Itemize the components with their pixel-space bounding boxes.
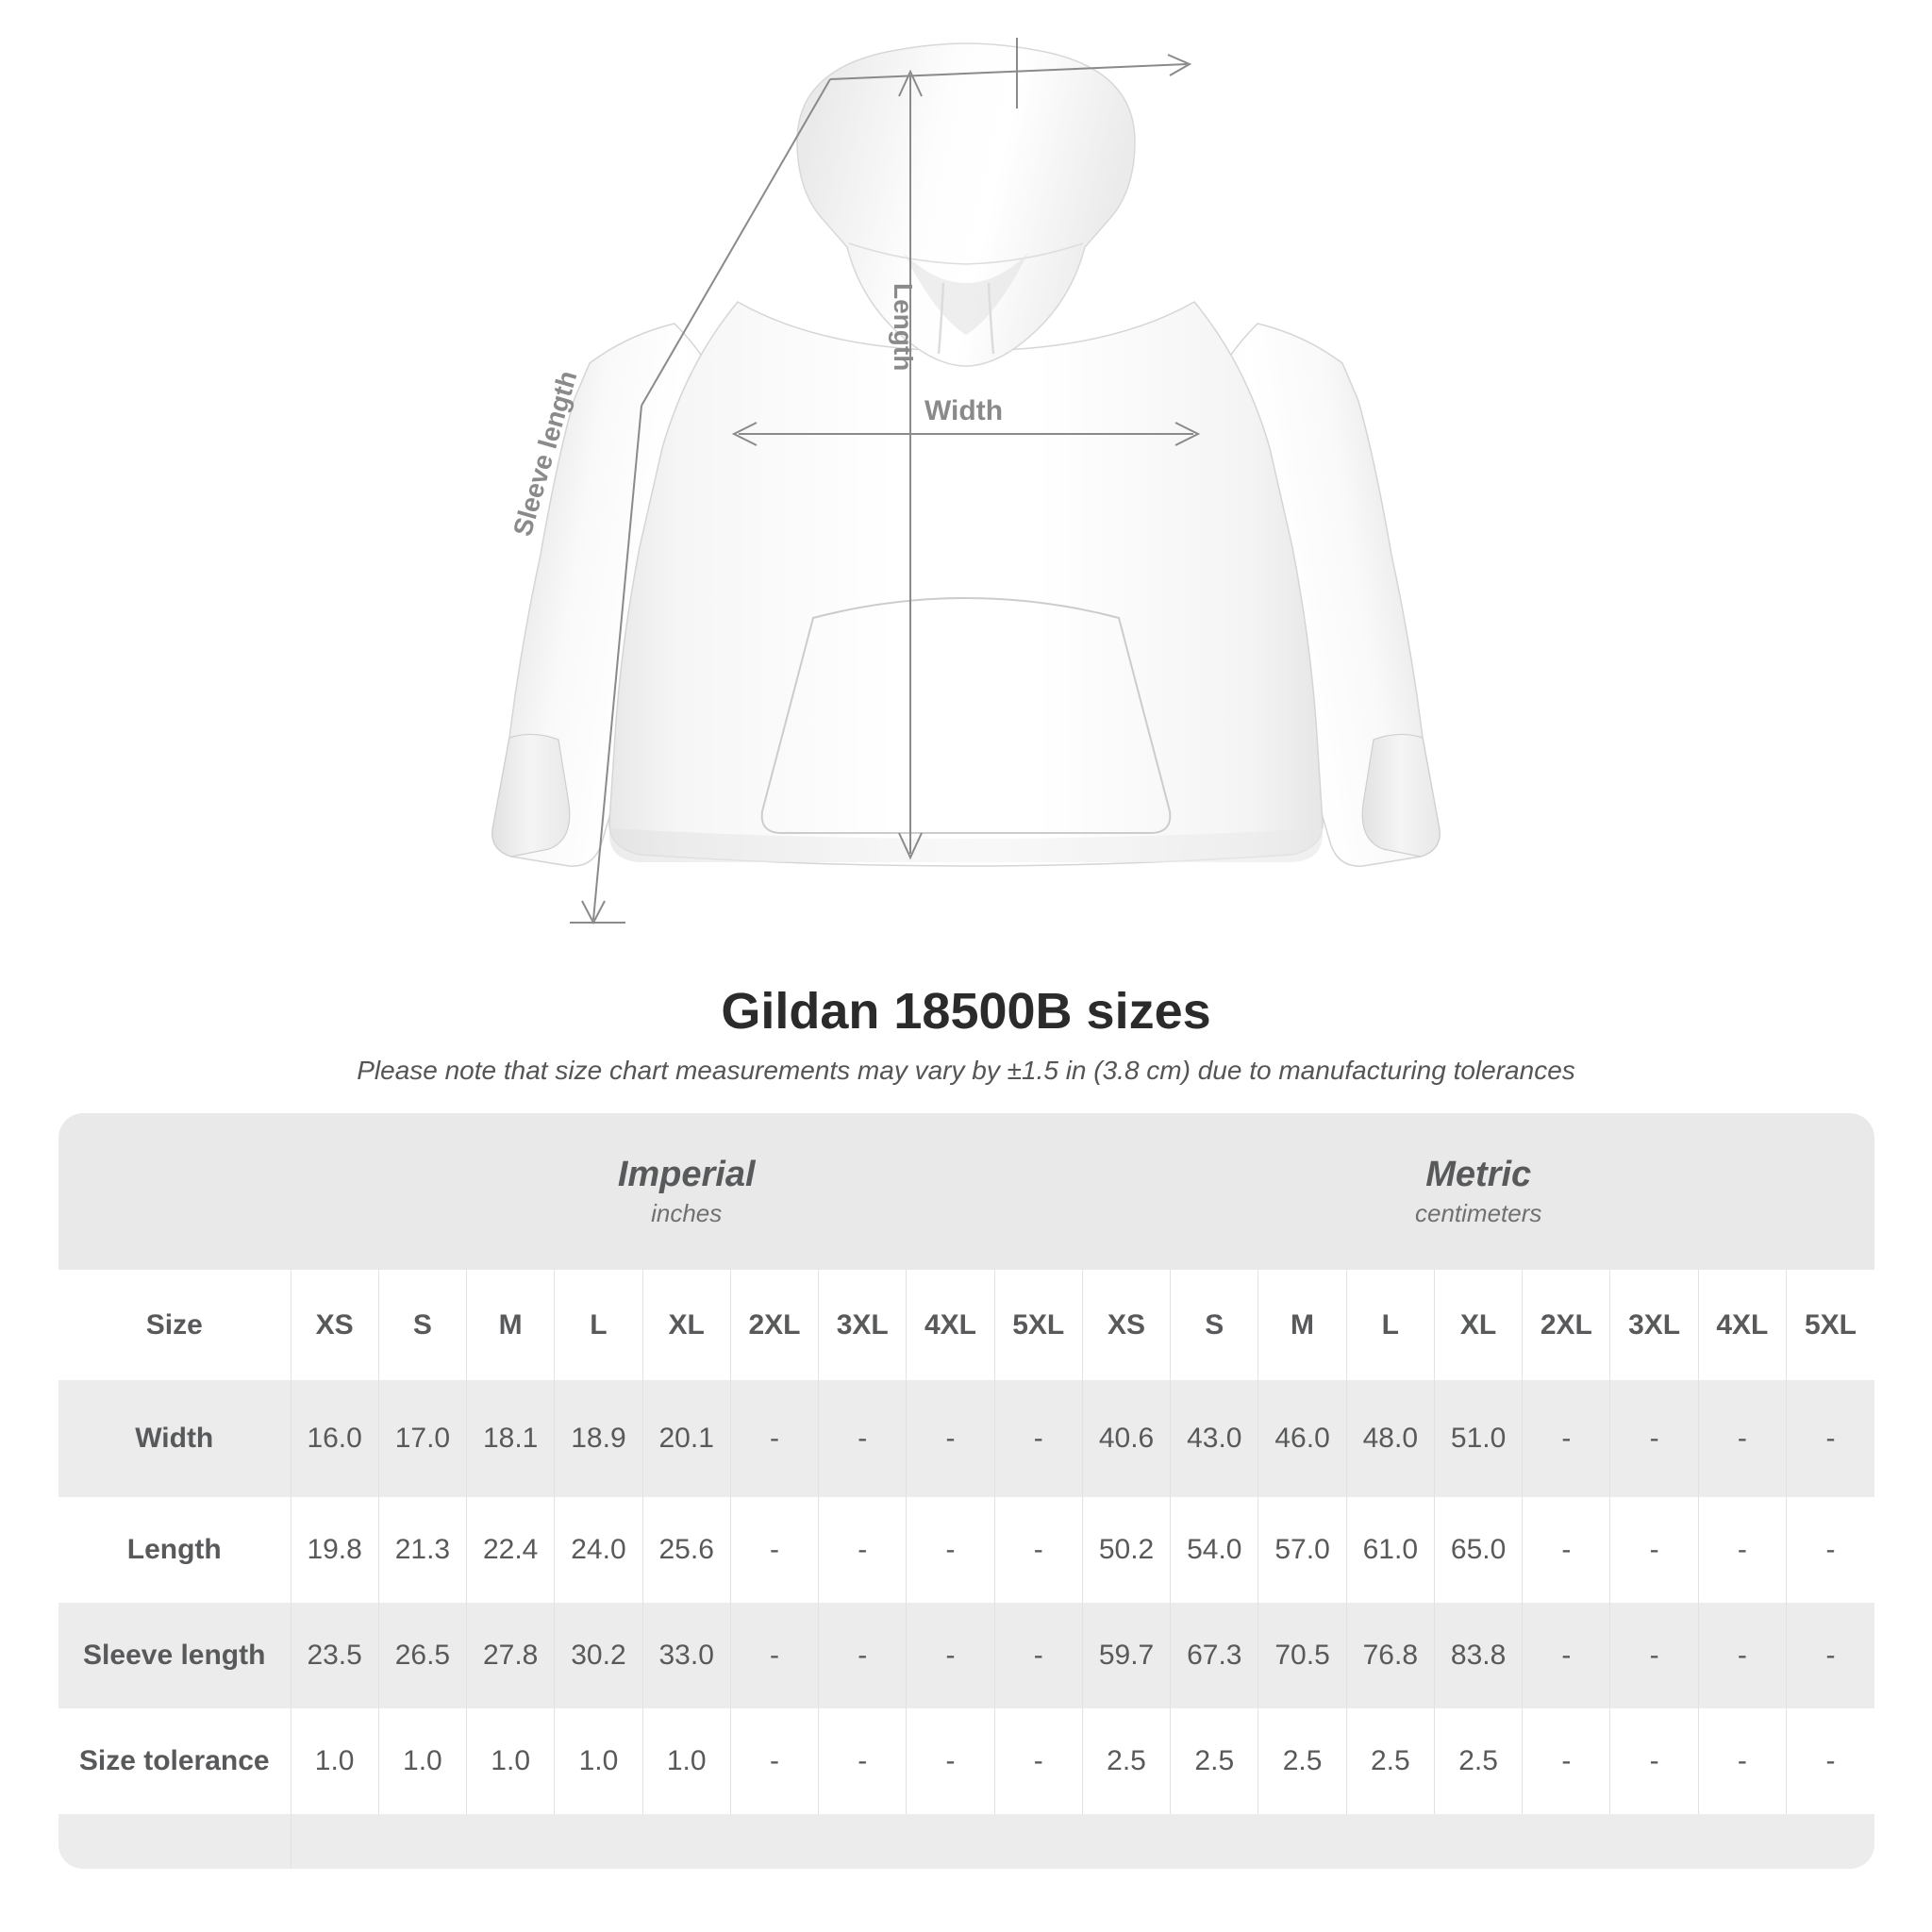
svg-text:Width: Width	[924, 395, 1003, 426]
svg-text:Length: Length	[889, 283, 918, 371]
